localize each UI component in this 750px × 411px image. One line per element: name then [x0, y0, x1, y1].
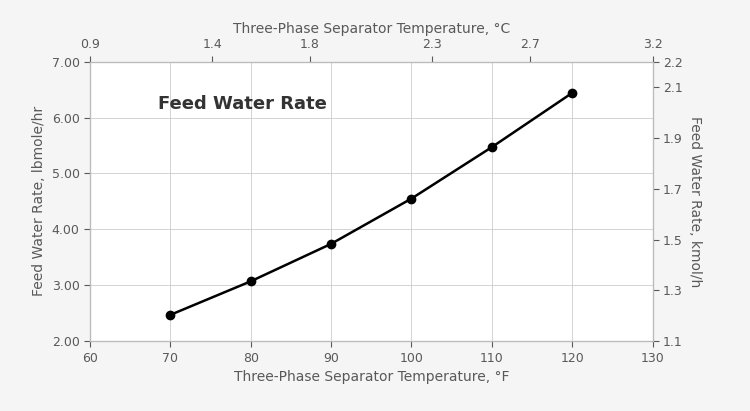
- Y-axis label: Feed Water Rate, lbmole/hr: Feed Water Rate, lbmole/hr: [32, 106, 46, 296]
- Y-axis label: Feed Water Rate, kmol/h: Feed Water Rate, kmol/h: [688, 116, 702, 287]
- X-axis label: Three-Phase Separator Temperature, °F: Three-Phase Separator Temperature, °F: [233, 370, 509, 384]
- X-axis label: Three-Phase Separator Temperature, °C: Three-Phase Separator Temperature, °C: [232, 22, 510, 36]
- Text: Feed Water Rate: Feed Water Rate: [158, 95, 326, 113]
